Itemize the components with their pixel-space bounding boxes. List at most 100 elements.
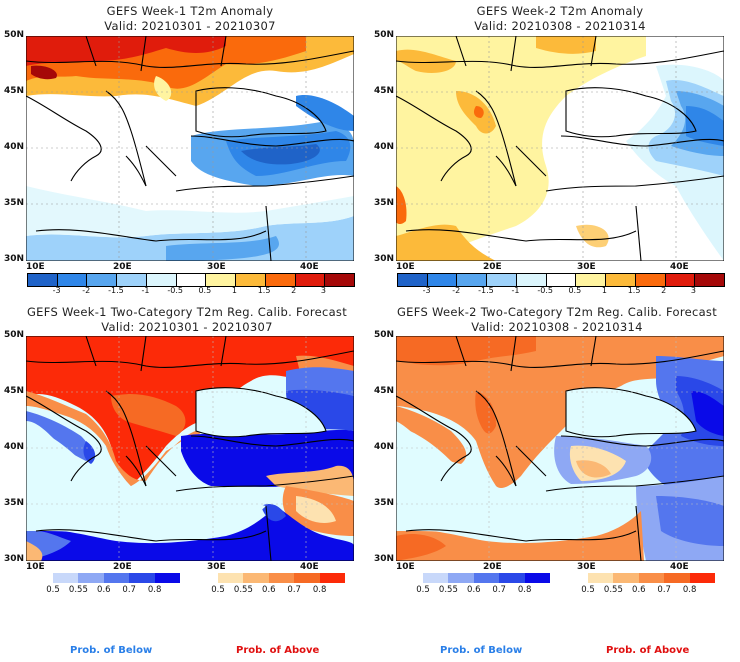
colorbar-label: 0.55 [233, 585, 253, 595]
colorbar-swatch [398, 274, 428, 286]
colorbar-label: -3 [52, 286, 61, 295]
colorbar-label: 0.5 [211, 585, 225, 595]
prob-above-label-right: Prob. of Above [606, 645, 690, 656]
lat-label: 45N [373, 86, 394, 96]
colorbar-label: 1.5 [627, 286, 641, 295]
panel-title-w2-anom: GEFS Week-2 T2m Anomaly [476, 4, 644, 18]
anomaly-colorbar-w2 [397, 273, 725, 287]
map-w2-prob [396, 336, 724, 561]
colorbar-label: 0.5 [198, 286, 212, 295]
colorbar-label: 0.5 [416, 585, 430, 595]
above-colorbar-w2 [588, 573, 716, 583]
colorbar-label: 0.5 [581, 585, 595, 595]
lat-label: 50N [3, 330, 24, 340]
colorbar-swatch [473, 573, 500, 583]
colorbar-swatch [606, 274, 636, 286]
lat-label: 35N [3, 498, 24, 508]
panel-valid-w1-prob: Valid: 20210301 - 20210307 [101, 320, 273, 334]
colorbar-swatch [103, 573, 130, 583]
lat-label: 30N [373, 554, 394, 564]
colorbar-swatch [78, 573, 104, 583]
colorbar-label: 0.55 [603, 585, 623, 595]
colorbar-label: 0.6 [262, 585, 276, 595]
colorbar-label: -1 [141, 286, 150, 295]
colorbar-swatch [588, 573, 614, 583]
colorbar-swatch [423, 573, 449, 583]
colorbar-label: 0.8 [682, 585, 697, 595]
colorbar-swatch [448, 573, 474, 583]
lon-label: 40E [300, 562, 319, 572]
lon-label: 10E [396, 562, 415, 572]
colorbar-label: 1.5 [257, 286, 271, 295]
lon-label: 40E [300, 262, 319, 272]
lat-label: 40N [3, 142, 24, 152]
panel-title-w1-prob: GEFS Week-1 Two-Category T2m Reg. Calib.… [26, 305, 348, 319]
prob-below-label-right: Prob. of Below [440, 645, 523, 656]
colorbar-label: 0.55 [68, 585, 88, 595]
lat-label: 40N [373, 442, 394, 452]
lon-label: 10E [396, 262, 415, 272]
colorbar-swatch [638, 573, 665, 583]
colorbar-label: 2 [291, 286, 297, 295]
anomaly-colorbar-w1 [27, 273, 355, 287]
lon-label: 30E [577, 262, 596, 272]
colorbar-label: 0.7 [287, 585, 301, 595]
colorbar-label: 0.6 [632, 585, 646, 595]
below-colorbar-w2 [423, 573, 551, 583]
colorbar-swatch [236, 274, 266, 286]
lat-label: 50N [3, 30, 24, 40]
colorbar-label: -3 [422, 286, 431, 295]
colorbar-swatch [457, 274, 488, 286]
colorbar-swatch [117, 274, 147, 286]
colorbar-label: 0.7 [492, 585, 506, 595]
above-colorbar-labels-w1: 0.5 0.55 0.6 0.7 0.8 [211, 585, 345, 597]
colorbar-label: -0.5 [537, 286, 553, 295]
map-w1-anom [26, 36, 354, 261]
colorbar-label: 3 [320, 286, 326, 295]
lat-label: 35N [3, 198, 24, 208]
colorbar-swatch [176, 274, 207, 286]
colorbar-swatch [218, 573, 244, 583]
colorbar-swatch [665, 274, 696, 286]
colorbar-swatch [129, 573, 155, 583]
colorbar-swatch [146, 274, 177, 286]
colorbar-swatch [319, 573, 346, 583]
map-w1-prob [26, 336, 354, 561]
panel-valid-w2-anom: Valid: 20210308 - 20210314 [474, 19, 646, 33]
panel-valid-w2-prob: Valid: 20210308 - 20210314 [471, 320, 643, 334]
lon-label: 40E [670, 562, 689, 572]
lat-label: 40N [373, 142, 394, 152]
lon-label: 20E [483, 562, 502, 572]
colorbar-label: 0.5 [568, 286, 582, 295]
anomaly-colorbar-labels-w2: -3 -2 -1.5 -1 -0.5 0.5 1 1.5 2 3 [397, 286, 723, 298]
colorbar-label: 0.8 [517, 585, 532, 595]
colorbar-swatch [53, 573, 79, 583]
map-w2-anom [396, 36, 724, 261]
colorbar-swatch [427, 274, 458, 286]
lon-label: 10E [26, 262, 45, 272]
lon-label: 40E [670, 262, 689, 272]
colorbar-swatch [57, 274, 88, 286]
lat-label: 45N [373, 386, 394, 396]
below-colorbar-labels-w1: 0.5 0.55 0.6 0.7 0.8 [46, 585, 180, 597]
colorbar-swatch [635, 274, 666, 286]
lon-label: 20E [483, 262, 502, 272]
lat-label: 30N [373, 254, 394, 264]
lat-label: 35N [373, 498, 394, 508]
lon-label: 30E [207, 562, 226, 572]
colorbar-swatch [664, 573, 690, 583]
lat-label: 50N [373, 330, 394, 340]
colorbar-label: 0.55 [438, 585, 458, 595]
colorbar-label: 0.6 [97, 585, 111, 595]
lat-label: 45N [3, 386, 24, 396]
lat-label: 45N [3, 86, 24, 96]
anomaly-colorbar-labels-w1: -3 -2 -1.5 -1 -0.5 0.5 1 1.5 2 3 [27, 286, 353, 298]
colorbar-swatch [154, 573, 181, 583]
colorbar-label: 0.8 [312, 585, 327, 595]
colorbar-label: -0.5 [167, 286, 183, 295]
colorbar-swatch [689, 573, 716, 583]
lon-label: 30E [577, 562, 596, 572]
below-colorbar-labels-w2: 0.5 0.55 0.6 0.7 0.8 [416, 585, 550, 597]
lon-label: 30E [207, 262, 226, 272]
colorbar-label: 0.7 [122, 585, 136, 595]
